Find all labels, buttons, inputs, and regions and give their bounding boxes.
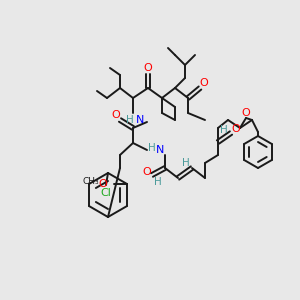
Text: Cl: Cl (100, 188, 111, 198)
Text: H: H (220, 125, 228, 135)
Text: O: O (232, 124, 240, 134)
Text: O: O (142, 167, 152, 177)
Text: H: H (182, 158, 190, 168)
Text: O: O (200, 78, 208, 88)
Text: O: O (144, 63, 152, 73)
Text: O: O (99, 179, 107, 189)
Text: H: H (148, 143, 156, 153)
Text: N: N (136, 115, 144, 125)
Text: O: O (242, 108, 250, 118)
Text: N: N (156, 145, 164, 155)
Text: CH₃: CH₃ (83, 178, 99, 187)
Text: H: H (154, 177, 162, 187)
Text: H: H (126, 115, 134, 125)
Text: O: O (112, 110, 120, 120)
